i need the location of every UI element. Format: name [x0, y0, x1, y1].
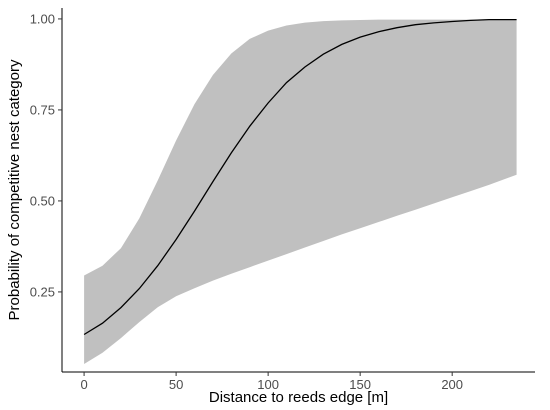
- x-tick-label: 50: [169, 377, 183, 392]
- x-axis-title: Distance to reeds edge [m]: [209, 389, 388, 406]
- y-tick-label: 0.50: [30, 193, 55, 208]
- x-ticks: 0 50 100 150 200: [80, 372, 463, 392]
- axes: [61, 8, 535, 373]
- y-ticks: 0.25 0.50 0.75 1.00: [30, 11, 62, 299]
- x-tick-label: 0: [80, 377, 87, 392]
- x-tick-label: 100: [257, 377, 279, 392]
- y-tick-label: 0.25: [30, 284, 55, 299]
- y-tick-label: 1.00: [30, 11, 55, 26]
- confidence-band: [84, 19, 517, 364]
- confidence-band-layer: [84, 19, 517, 364]
- x-tick-label: 200: [441, 377, 463, 392]
- fitted-curve-layer: [83, 18, 517, 336]
- fitted-curve: [83, 18, 517, 336]
- y-tick-label: 0.75: [30, 102, 55, 117]
- x-tick-label: 150: [349, 377, 371, 392]
- y-axis-title: Probability of competitive nest category: [6, 59, 23, 320]
